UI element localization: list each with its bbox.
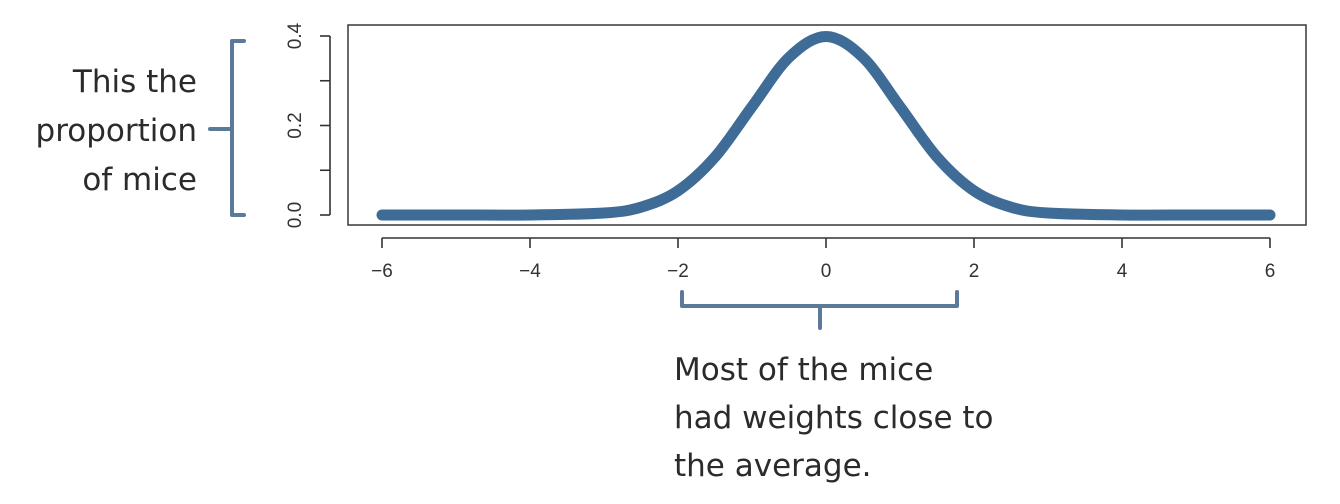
x-tick-label: −6 [371, 261, 393, 282]
y-annotation-line-1: This the [72, 64, 197, 100]
y-tick-label: 0.2 [285, 112, 306, 138]
y-tick-label: 0.4 [285, 22, 306, 49]
x-annotation-line-1: Most of the mice [674, 352, 933, 388]
density-curve-line [376, 30, 1276, 221]
y-annotation-line-3: of mice [82, 162, 197, 198]
y-annotation-line-2: proportion [36, 113, 197, 149]
x-axis: −6 −4 −2 0 2 4 6 [371, 237, 1276, 282]
x-annotation-line-2: had weights close to [674, 400, 994, 436]
x-tick-label: −4 [519, 261, 541, 282]
x-tick-label: 6 [1265, 261, 1276, 282]
y-annotation-brace [208, 39, 246, 217]
x-annotation-brace [680, 290, 959, 330]
plot-frame [347, 24, 1307, 226]
x-tick-label: −2 [667, 261, 689, 282]
x-tick-label: 2 [969, 261, 980, 282]
series-layer [376, 30, 1276, 221]
y-annotation: This the proportion of mice [36, 39, 246, 217]
x-annotation: Most of the mice had weights close to th… [674, 290, 994, 484]
y-tick-label: 0.0 [285, 202, 306, 228]
x-tick-label: 0 [821, 261, 832, 282]
x-tick-label: 4 [1117, 261, 1128, 282]
y-axis: 0.0 0.2 0.4 [285, 22, 331, 228]
x-annotation-line-3: the average. [674, 448, 872, 484]
